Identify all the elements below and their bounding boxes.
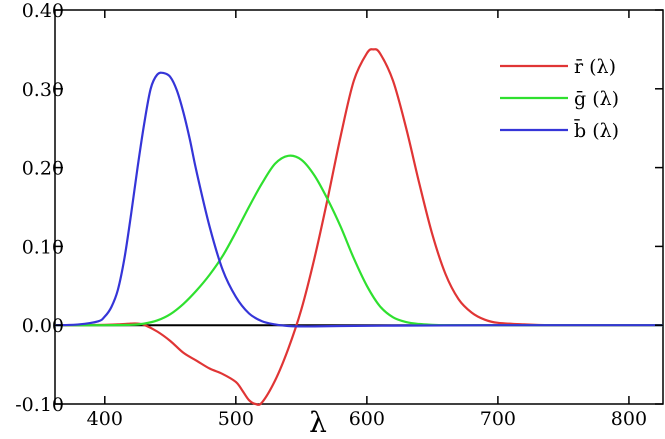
x-tick-label-2: 600 — [349, 408, 385, 430]
series-line-0 — [54, 48, 663, 406]
series-line-2 — [54, 71, 664, 328]
x-tick-label-4: 800 — [611, 408, 647, 430]
y-tick-label-1: 0.30 — [22, 79, 64, 101]
x-tick-label-3: 700 — [480, 408, 516, 430]
x-axis-label: λ — [309, 406, 327, 439]
x-tick-label-0: 400 — [87, 408, 123, 430]
legend-label-2: b̄ (λ) — [574, 118, 619, 142]
y-tick-label-0: 0.40 — [22, 0, 64, 22]
x-tick-label-1: 500 — [218, 408, 254, 430]
y-tick-label-5: -0.10 — [15, 394, 64, 416]
y-tick-label-2: 0.20 — [22, 158, 64, 180]
y-tick-label-4: 0.00 — [22, 315, 64, 337]
legend-label-0: r̄ (λ) — [574, 56, 616, 78]
legend-label-1: ḡ (λ) — [574, 88, 619, 110]
y-tick-label-3: 0.10 — [22, 236, 64, 258]
